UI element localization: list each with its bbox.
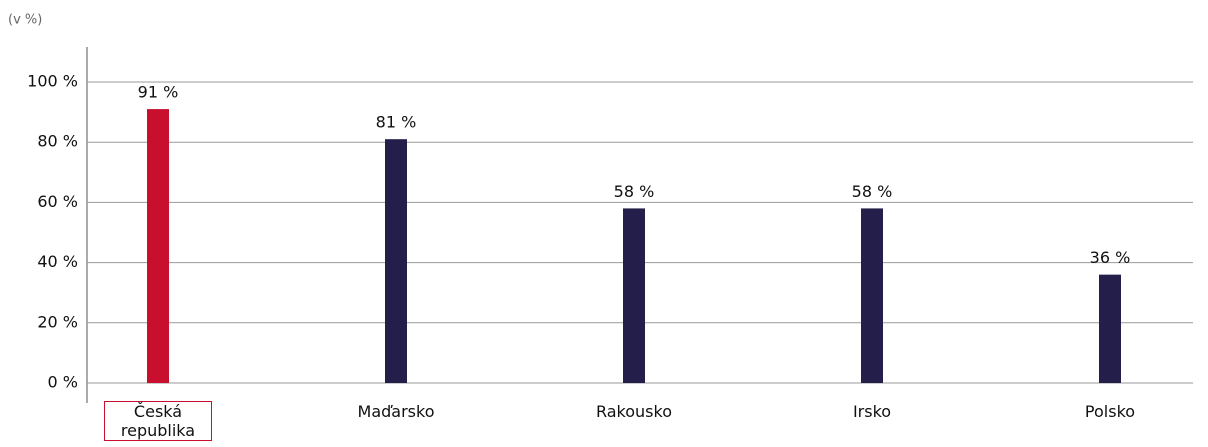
x-tick-label-box: Česká republika: [104, 401, 212, 441]
x-tick-label: Polsko: [1084, 402, 1136, 421]
x-tick-label: Česká republika: [104, 401, 212, 441]
x-tick-label-box: Maďarsko: [357, 402, 435, 421]
x-tick-label-box: Rakousko: [595, 402, 672, 421]
y-tick-label: 100 %: [27, 72, 78, 91]
bar: [1099, 274, 1121, 383]
y-tick-label: 40 %: [37, 252, 78, 271]
value-label: 58 %: [614, 182, 655, 201]
y-tick-label: 0 %: [48, 373, 78, 392]
x-tick-label-box: Polsko: [1084, 402, 1136, 421]
x-tick-label: Rakousko: [595, 402, 672, 421]
bar: [147, 109, 169, 383]
x-tick-label: Maďarsko: [357, 402, 435, 421]
y-tick-label: 60 %: [37, 192, 78, 211]
x-tick-label-box: Irsko: [852, 402, 892, 421]
value-label: 36 %: [1090, 248, 1131, 267]
bar: [861, 208, 883, 383]
bar: [623, 208, 645, 383]
x-tick-label: Irsko: [852, 402, 892, 421]
value-label: 81 %: [376, 113, 417, 132]
value-label: 91 %: [138, 83, 179, 102]
value-label: 58 %: [852, 182, 893, 201]
y-axis-label: (v %): [8, 13, 42, 28]
y-tick-label: 20 %: [37, 312, 78, 331]
bar: [385, 139, 407, 383]
y-tick-label: 80 %: [37, 132, 78, 151]
